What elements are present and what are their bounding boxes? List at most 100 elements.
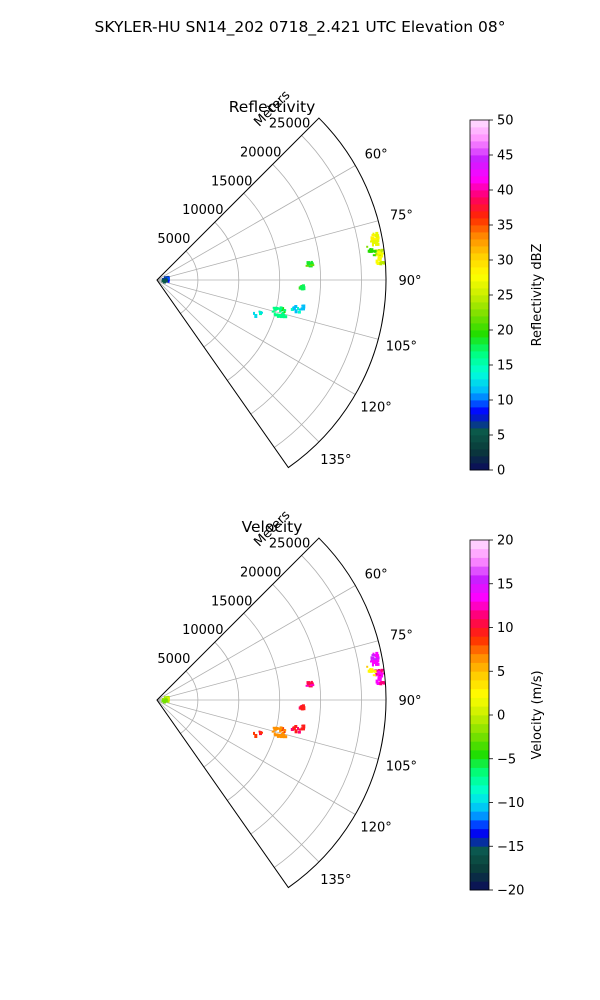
- angular-tick-label: 75°: [390, 209, 413, 224]
- data-point: [366, 245, 369, 248]
- data-point: [279, 306, 283, 309]
- colorbar-level: [470, 176, 489, 184]
- colorbar-level: [470, 697, 489, 707]
- colorbar-level: [470, 610, 489, 620]
- colorbar-level: [470, 846, 489, 856]
- data-point: [281, 731, 285, 735]
- data-point: [376, 239, 380, 243]
- angular-gridline: [156, 585, 356, 701]
- colorbar-tick-label: 30: [497, 254, 514, 269]
- data-point: [380, 673, 384, 678]
- colorbar-level: [470, 253, 489, 261]
- colorbar-level: [470, 316, 489, 324]
- radial-tick-label: 20000: [240, 565, 281, 580]
- data-point: [297, 727, 299, 730]
- colorbar-tick-label: 35: [497, 219, 514, 234]
- colorbar-level: [470, 148, 489, 156]
- colorbar-level: [470, 344, 489, 352]
- data-point: [380, 248, 384, 252]
- data-point: [301, 304, 305, 307]
- data-point: [167, 699, 170, 703]
- data-point: [371, 234, 376, 237]
- colorbar-tick-label: 50: [497, 114, 514, 129]
- radial-gridline: [227, 612, 281, 801]
- data-point: [305, 684, 310, 687]
- colorbar-level: [470, 393, 489, 401]
- data-point: [308, 262, 312, 266]
- colorbar-level: [470, 548, 489, 558]
- data-point: [276, 733, 280, 738]
- colorbar-level: [470, 442, 489, 450]
- radial-gridline: [227, 192, 281, 381]
- data-point: [376, 659, 380, 663]
- data-point: [274, 307, 277, 311]
- colorbar-level: [470, 592, 489, 602]
- colorbar-level: [470, 837, 489, 847]
- data-point: [372, 232, 375, 235]
- colorbar-level: [470, 309, 489, 317]
- angular-tick-label: 90°: [398, 274, 421, 289]
- data-point: [378, 669, 380, 672]
- data-point: [372, 652, 375, 655]
- data-point: [370, 656, 375, 660]
- angular-tick-label: 105°: [386, 340, 417, 355]
- colorbar-level: [470, 435, 489, 443]
- angular-tick-label: 60°: [365, 148, 388, 163]
- colorbar-tick-label: 10: [497, 621, 514, 636]
- colorbar-level: [470, 767, 489, 777]
- colorbar-level: [470, 662, 489, 672]
- data-point: [260, 731, 263, 734]
- colorbar-level: [470, 190, 489, 198]
- data-point: [308, 265, 313, 268]
- colorbar-level: [470, 680, 489, 690]
- data-point: [271, 310, 275, 313]
- data-point: [375, 234, 379, 238]
- colorbar-level: [470, 828, 489, 838]
- data-point: [167, 279, 170, 283]
- angular-tick-label: 90°: [398, 694, 421, 709]
- sector-outline: [156, 117, 387, 469]
- colorbar-level: [470, 785, 489, 795]
- radial-tick-label: 25000: [269, 116, 310, 131]
- colorbar-tick-label: −10: [497, 796, 524, 811]
- colorbar-level: [470, 583, 489, 593]
- data-point: [297, 307, 299, 310]
- data-point: [276, 727, 279, 730]
- radial-gridline: [250, 164, 321, 415]
- data-point: [375, 651, 379, 655]
- data-point: [370, 660, 374, 663]
- data-point: [371, 662, 374, 667]
- colorbar-level: [470, 274, 489, 282]
- colorbar-level: [470, 855, 489, 865]
- colorbar-tick-label: −15: [497, 840, 524, 855]
- data-point: [369, 248, 372, 252]
- colorbar-level: [470, 715, 489, 725]
- angular-gridline: [156, 279, 356, 395]
- colorbar-level: [470, 557, 489, 567]
- data-point: [380, 253, 384, 258]
- colorbar-level: [470, 225, 489, 233]
- angular-tick-label: 120°: [360, 821, 391, 836]
- colorbar-level: [470, 162, 489, 170]
- angular-tick-label: 120°: [360, 401, 391, 416]
- reflectivity-panel: Reflectivity500010000150002000025000Mete…: [156, 88, 545, 479]
- data-point: [375, 654, 379, 658]
- colorbar-level: [470, 449, 489, 457]
- data-point: [380, 681, 385, 684]
- colorbar-level: [470, 671, 489, 681]
- data-point: [161, 699, 166, 703]
- colorbar-tick-label: 5: [497, 429, 505, 444]
- radial-tick-label: 10000: [182, 203, 223, 218]
- data-point: [161, 279, 166, 283]
- radial-gridline: [180, 250, 199, 314]
- angular-gridline: [156, 220, 379, 281]
- data-point: [308, 682, 312, 686]
- data-point: [298, 308, 303, 311]
- colorbar-level: [470, 295, 489, 303]
- colorbar-level: [470, 793, 489, 803]
- data-point: [370, 658, 373, 661]
- data-point: [299, 285, 303, 290]
- data-point: [301, 724, 305, 727]
- colorbar-level: [470, 351, 489, 359]
- angular-tick-label: 75°: [390, 629, 413, 644]
